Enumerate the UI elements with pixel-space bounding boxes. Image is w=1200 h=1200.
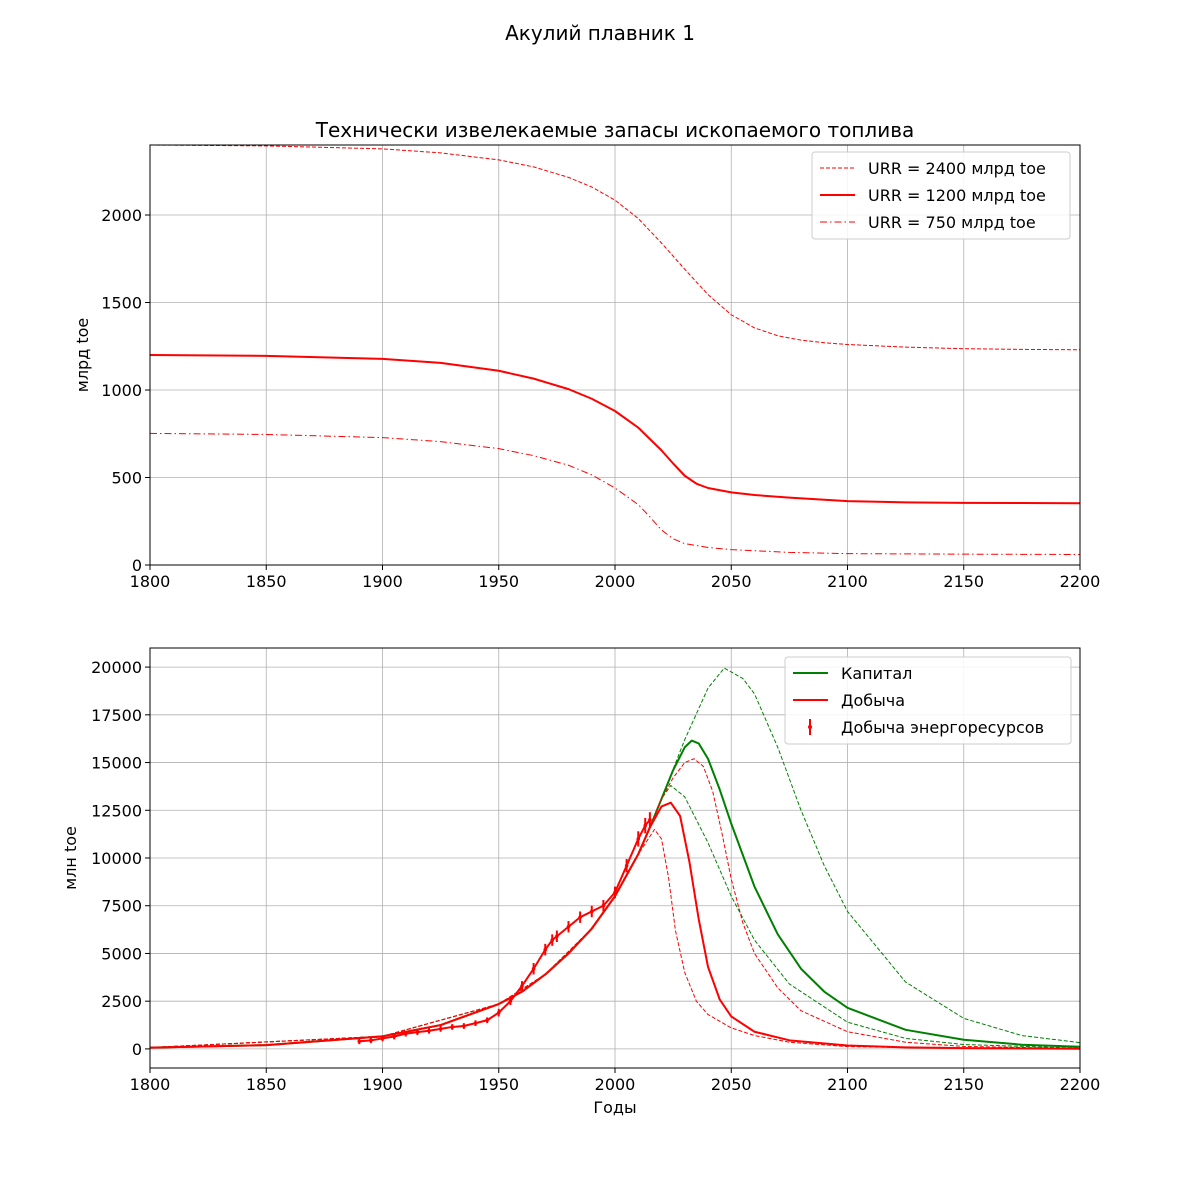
data-point [462, 1024, 466, 1028]
production-chart-legend: Капитал Добыча Добыча энергоресурсов [784, 656, 1072, 745]
series-line-series-1 [150, 667, 1080, 1049]
legend-item-urr-750-млрд-toe: URR = 750 млрд toe [820, 213, 1036, 232]
x-tick-label: 1900 [362, 572, 403, 591]
data-point [624, 863, 629, 868]
reserves-chart-ticks: 1800 1850 1900 1950 2000 2050 2100 2150 2200 0 500… [101, 206, 1100, 591]
data-point [392, 1034, 396, 1039]
y-tick-label: 0 [132, 1040, 142, 1059]
y-tick-label: 5000 [101, 944, 142, 963]
data-point [601, 903, 606, 908]
legend-item-добыча-энергоресурсов: Добыча энергоресурсов [808, 718, 1044, 737]
x-tick-label: 2050 [711, 572, 752, 591]
data-point [357, 1039, 362, 1044]
legend-marker-dot [808, 725, 812, 729]
y-tick-label: 20000 [91, 658, 142, 677]
series-line-series-4 [150, 828, 1080, 1050]
data-point [496, 1010, 501, 1015]
data-point [555, 934, 559, 939]
x-tick-label: 2100 [827, 1075, 868, 1094]
series-line-series-5 [150, 758, 1080, 1050]
x-tick-label: 1950 [478, 1075, 519, 1094]
legend-item-urr-1200-млрд-toe: URR = 1200 млрд toe [820, 186, 1046, 205]
x-tick-label: 2200 [1060, 1075, 1101, 1094]
legend-item-добыча: Добыча [793, 691, 905, 710]
legend-label: Добыча [841, 691, 905, 710]
x-tick-label: 2150 [943, 1075, 984, 1094]
y-tick-label: 10000 [91, 849, 142, 868]
y-tick-label: 15000 [91, 754, 142, 773]
production-chart-x-axis-label: Годы [593, 1098, 636, 1117]
data-point [508, 999, 513, 1003]
data-point [520, 984, 524, 988]
data-point [578, 915, 582, 919]
y-tick-label: 1500 [101, 294, 142, 313]
y-tick-label: 17500 [91, 706, 142, 725]
data-point [450, 1025, 455, 1029]
y-tick-label: 1000 [101, 381, 142, 400]
data-point [643, 823, 648, 828]
legend-label: Капитал [841, 664, 912, 683]
x-tick-label: 2150 [943, 572, 984, 591]
production-chart: Годы млн toe 1800 1850 1900 1950 2000 2050 210… [61, 647, 1100, 1117]
x-tick-label: 1950 [478, 572, 519, 591]
legend-box [811, 151, 1071, 240]
data-point [550, 938, 555, 942]
data-point [380, 1036, 385, 1041]
production-chart-series [150, 667, 1080, 1050]
reserves-chart-title: Технически извелекаемые запасы ископаемо… [315, 118, 915, 142]
reserves-chart: Технически извелекаемые запасы ископаемо… [73, 118, 1100, 591]
y-tick-label: 0 [132, 556, 142, 575]
legend-box [784, 656, 1072, 745]
series-line-urr-2400-млрд-toe [150, 145, 1080, 351]
x-tick-label: 2000 [595, 572, 636, 591]
legend-label: URR = 750 млрд toe [868, 213, 1036, 232]
data-point [531, 966, 536, 971]
data-point [648, 818, 652, 822]
legend-label: Добыча энергоресурсов [841, 718, 1044, 737]
production-chart-y-axis-label: млн toe [61, 826, 80, 890]
data-point [566, 924, 571, 929]
data-point [438, 1027, 443, 1031]
x-tick-label: 1800 [130, 1075, 171, 1094]
x-tick-label: 1850 [246, 1075, 287, 1094]
errorbar-series-добыча-энергоресурсов [357, 812, 652, 1045]
reserves-chart-legend: URR = 2400 млрд toe URR = 1200 млрд toe UR… [811, 151, 1071, 240]
y-tick-label: 2000 [101, 206, 142, 225]
data-point [543, 947, 548, 952]
y-tick-label: 12500 [91, 801, 142, 820]
data-point [613, 890, 617, 895]
y-tick-label: 2500 [101, 992, 142, 1011]
legend-item-капитал: Капитал [793, 664, 912, 683]
data-point [636, 837, 641, 841]
data-point [473, 1021, 478, 1025]
data-point [369, 1038, 373, 1043]
x-tick-label: 1800 [130, 572, 171, 591]
data-point [427, 1028, 431, 1033]
series-line-urr-750-млрд-toe [150, 432, 1080, 555]
data-point [415, 1030, 420, 1034]
y-tick-label: 7500 [101, 897, 142, 916]
x-tick-label: 1850 [246, 572, 287, 591]
legend-label: URR = 2400 млрд toe [868, 159, 1046, 178]
production-chart-ticks: 1800 1850 1900 1950 2000 2050 2100 2150 2200 0 250… [91, 658, 1100, 1094]
data-point [403, 1031, 408, 1036]
data-point [589, 909, 594, 914]
figure-suptitle: Акулий плавник 1 [505, 21, 695, 45]
y-tick-label: 500 [111, 469, 142, 488]
x-tick-label: 2050 [711, 1075, 752, 1094]
data-point [485, 1018, 489, 1023]
errorbar-line [359, 819, 651, 1043]
x-tick-label: 2100 [827, 572, 868, 591]
legend-label: URR = 1200 млрд toe [868, 186, 1046, 205]
reserves-chart-series [150, 145, 1080, 555]
reserves-chart-y-axis-label: млрд toe [73, 318, 92, 393]
series-line-urr-1200-млрд-toe [150, 354, 1080, 505]
x-tick-label: 1900 [362, 1075, 403, 1094]
x-tick-label: 2000 [595, 1075, 636, 1094]
x-tick-label: 2200 [1060, 572, 1101, 591]
legend-item-urr-2400-млрд-toe: URR = 2400 млрд toe [820, 159, 1046, 178]
